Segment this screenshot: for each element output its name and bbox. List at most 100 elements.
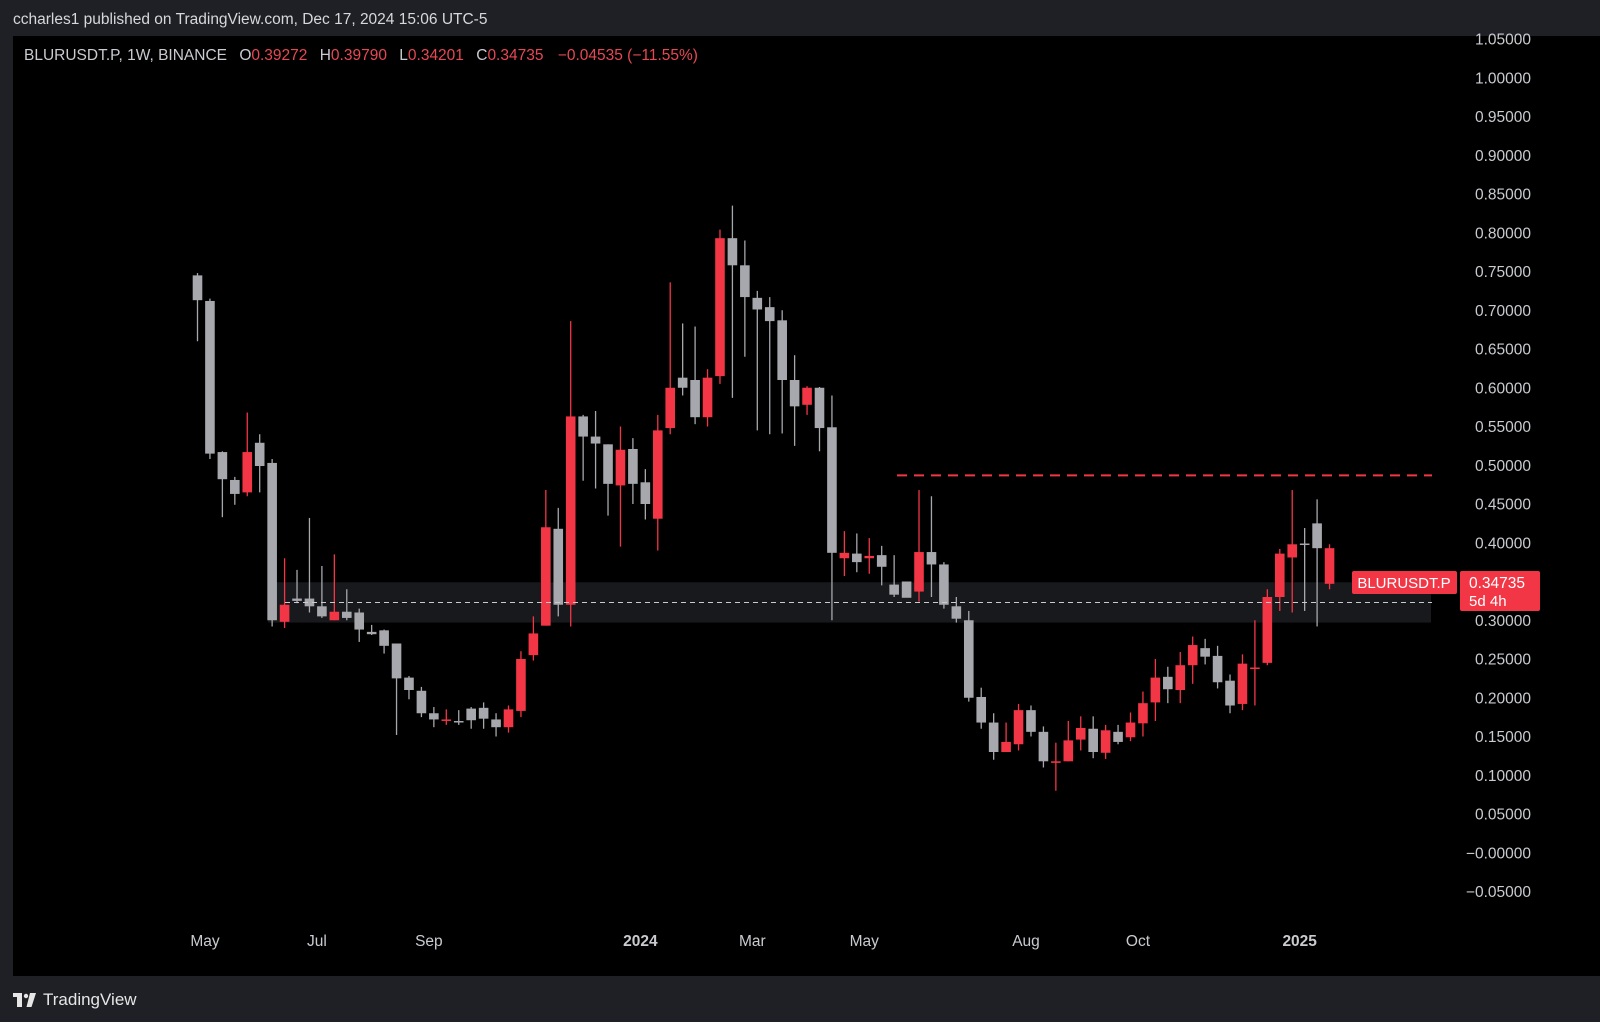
candle-body [453, 721, 464, 723]
candle-body [192, 275, 203, 301]
y-tick-label: 0.40000 [1475, 535, 1531, 552]
candle [839, 531, 850, 577]
last-price-tag [1460, 571, 1540, 611]
candle-body [951, 606, 962, 619]
candle [329, 554, 340, 621]
candle-body [864, 555, 875, 559]
candle [677, 323, 688, 396]
x-tick-label: Oct [1126, 933, 1151, 950]
candle [279, 558, 290, 628]
candle [242, 412, 253, 497]
candle-body [1125, 722, 1136, 738]
candle-body [466, 708, 476, 721]
candle-body [391, 643, 402, 679]
candle [963, 610, 974, 702]
candle-body [1051, 761, 1061, 763]
candle-body [304, 598, 315, 607]
candle [914, 490, 924, 602]
candle-body [1312, 523, 1322, 549]
candle [1312, 499, 1322, 627]
candle-body [789, 380, 800, 407]
tradingview-logo[interactable]: TradingView [13, 990, 137, 1010]
tradingview-brand: TradingView [43, 990, 137, 1009]
candle-body [652, 430, 663, 519]
candle-body [690, 380, 700, 418]
publish-info: ccharles1 published on TradingView.com, … [13, 11, 488, 28]
candle-body [939, 564, 949, 605]
y-tick-label: 0.95000 [1475, 109, 1531, 126]
candle-body [839, 552, 850, 559]
y-tick-label: −0.05000 [1466, 884, 1531, 901]
candle [1324, 544, 1335, 590]
chart-canvas[interactable] [13, 36, 1600, 976]
candle [939, 562, 949, 609]
candle-body [292, 598, 302, 601]
candle-body [727, 238, 738, 266]
candle [516, 651, 526, 718]
candle [740, 240, 750, 357]
candle-body [926, 552, 937, 565]
candle-body [1075, 727, 1086, 740]
candle-body [1113, 731, 1123, 742]
candle [491, 713, 501, 737]
low-value: 0.34201 [407, 47, 464, 64]
candle [665, 282, 676, 435]
candle [404, 676, 414, 700]
candle-body [441, 719, 452, 721]
candle [429, 707, 439, 728]
y-tick-label: 0.25000 [1475, 652, 1531, 669]
candle [802, 386, 812, 415]
candle [1250, 620, 1260, 706]
candle [1187, 636, 1198, 684]
candle [864, 538, 875, 574]
candle [628, 438, 638, 504]
candle-body [1274, 553, 1285, 597]
candle-body [802, 387, 812, 405]
y-tick-label: 0.10000 [1475, 768, 1531, 785]
candle-body [578, 416, 588, 437]
candle-body [590, 436, 601, 444]
candle-body [354, 612, 365, 630]
candle [1299, 528, 1310, 611]
candle [988, 713, 999, 760]
y-tick-label: 0.20000 [1475, 690, 1531, 707]
candle [254, 434, 265, 493]
symbol-info: BLURUSDT.P, 1W, BINANCE [24, 47, 227, 64]
candle [1075, 716, 1086, 751]
candle-body [205, 300, 215, 454]
open-label: O [239, 47, 252, 64]
candle-body [503, 709, 514, 728]
candle [1175, 652, 1186, 704]
candle-body [1100, 730, 1111, 753]
y-tick-label: 0.55000 [1475, 419, 1531, 436]
candle-body [1026, 710, 1036, 732]
candle-body [1287, 544, 1298, 558]
candle [1287, 490, 1298, 613]
change-value: −0.04535 (−11.55%) [557, 47, 698, 64]
candle-body [341, 611, 352, 618]
candle [1026, 705, 1036, 737]
candle [702, 369, 713, 427]
candle-body [752, 297, 763, 310]
candle [341, 589, 352, 621]
candle-body [715, 238, 725, 377]
candle-body [740, 265, 750, 298]
candle [1237, 654, 1248, 711]
candle [926, 496, 937, 597]
high-label: H [319, 47, 331, 64]
candle [553, 507, 564, 617]
candle-body [242, 452, 253, 493]
candle [366, 624, 377, 635]
candle-body [516, 659, 526, 711]
candle [1200, 638, 1210, 665]
candle-body [379, 630, 389, 646]
y-tick-label: 0.90000 [1475, 148, 1531, 165]
candle [889, 555, 899, 597]
candle-body [677, 377, 688, 388]
y-tick-label: 0.30000 [1475, 613, 1531, 630]
candle-body [565, 416, 576, 605]
symbol-price-tag [1352, 571, 1457, 594]
candle-body [901, 581, 912, 598]
candle [217, 451, 228, 518]
